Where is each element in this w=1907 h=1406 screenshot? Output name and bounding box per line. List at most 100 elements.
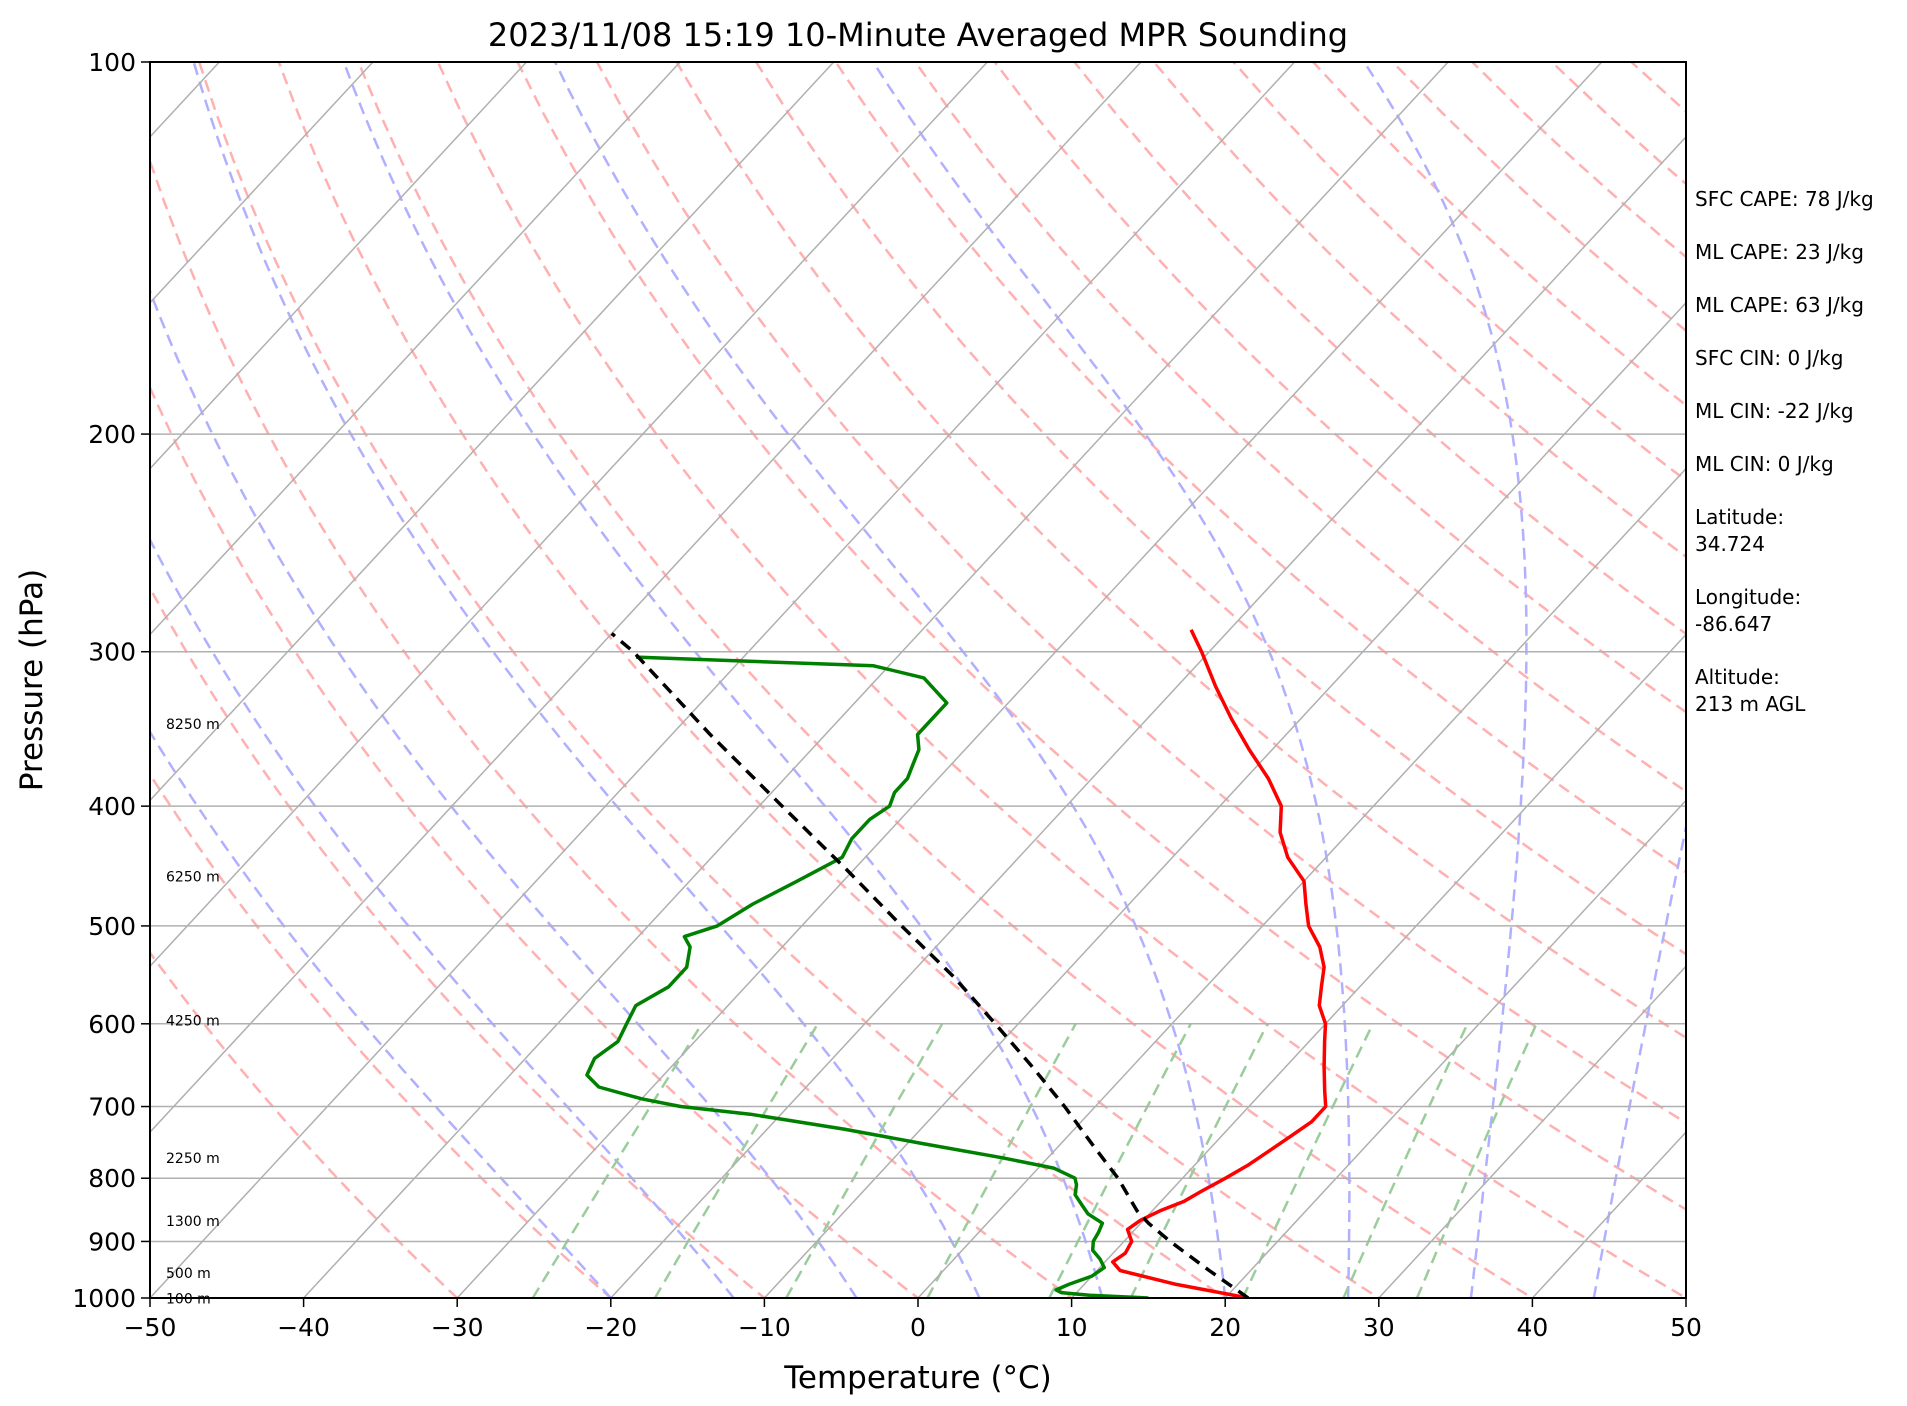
isotherm: [1071, 633, 1686, 1298]
x-tick-label: −40: [277, 1313, 330, 1342]
dry-adiabat: [150, 157, 1074, 1298]
ml-cin-2: ML CIN: 0 J/kg: [1695, 452, 1834, 476]
y-axis-ticks: 100 200 300 400 500 600 700 800 900 1000: [72, 48, 150, 1313]
x-tick-label: −30: [431, 1313, 484, 1342]
y-tick-label: 600: [88, 1010, 136, 1039]
mixing-ratio-line: [926, 1023, 1077, 1298]
reference-lines: [150, 62, 1686, 1298]
x-tick-label: −50: [124, 1313, 177, 1342]
moist-adiabat: [1592, 821, 1686, 1298]
sounding-lines: [585, 629, 1328, 1298]
isotherm: [610, 135, 1686, 1298]
ml-cin: ML CIN: -22 J/kg: [1695, 399, 1854, 423]
ml-cape-2: ML CAPE: 63 J/kg: [1695, 293, 1864, 317]
y-tick-label: 400: [88, 792, 136, 821]
dry-adiabat: [150, 585, 767, 1298]
y-tick-label: 500: [88, 912, 136, 941]
x-tick-label: −20: [584, 1313, 637, 1342]
height-label: 1300 m: [166, 1214, 220, 1230]
chart-title: 2023/11/08 15:19 10-Minute Averaged MPR …: [488, 16, 1348, 54]
isotherm: [1224, 799, 1686, 1298]
mixing-ratio-line: [1415, 1023, 1538, 1298]
isotherm: [150, 62, 1296, 1298]
moist-adiabat: [553, 62, 1227, 1298]
info-panel: SFC CAPE: 78 J/kg ML CAPE: 23 J/kg ML CA…: [1695, 186, 1900, 744]
sfc-cin: SFC CIN: 0 J/kg: [1695, 346, 1844, 370]
dry-adiabat: [150, 384, 921, 1298]
x-tick-label: 50: [1670, 1313, 1702, 1342]
isotherm: [150, 62, 681, 636]
longitude: Longitude: -86.647: [1695, 584, 1900, 638]
isotherm: [150, 62, 374, 304]
x-tick-label: −10: [738, 1313, 791, 1342]
x-tick-label: 20: [1209, 1313, 1241, 1342]
height-labels: 8250 m 6250 m 4250 m 2250 m 1300 m 500 m 100 m: [166, 717, 220, 1308]
dewpoint-line: [585, 655, 1149, 1298]
moist-adiabat: [150, 537, 735, 1298]
dry-adiabat: [675, 62, 1686, 1040]
y-tick-label: 100: [88, 48, 136, 77]
mixing-ratio-line: [1342, 1023, 1469, 1298]
dry-adiabat: [198, 62, 1228, 1298]
longitude-label: Longitude:: [1695, 585, 1802, 609]
moist-adiabat: [150, 729, 612, 1298]
mixing-ratio-line: [785, 1023, 944, 1298]
height-label: 100 m: [166, 1292, 211, 1308]
isotherm: [150, 62, 1142, 1134]
isotherm: [303, 62, 1449, 1298]
moist-adiabat: [192, 62, 981, 1298]
moist-adiabat: [150, 287, 858, 1298]
dry-adiabat: [914, 62, 1686, 794]
dry-adiabat: [150, 772, 613, 1298]
dry-adiabat: [993, 62, 1686, 714]
altitude-value: 213 m AGL: [1695, 692, 1806, 716]
mixing-ratio-line: [653, 1023, 819, 1298]
isotherm: [917, 467, 1686, 1298]
dry-adiabat: [755, 62, 1686, 956]
x-tick-label: 0: [910, 1313, 926, 1342]
dry-adiabat: [436, 62, 1686, 1298]
altitude: Altitude: 213 m AGL: [1695, 664, 1900, 718]
latitude-label: Latitude:: [1695, 505, 1785, 529]
dry-adiabat: [277, 62, 1382, 1298]
height-label: 4250 m: [166, 1014, 220, 1030]
dry-adiabat: [357, 62, 1535, 1298]
x-tick-label: 30: [1363, 1313, 1395, 1342]
dry-adiabat: [150, 950, 460, 1298]
latitude: Latitude: 34.724: [1695, 504, 1900, 558]
latitude-value: 34.724: [1695, 532, 1765, 556]
isotherm: [150, 62, 528, 470]
y-tick-label: 200: [88, 420, 136, 449]
x-tick-label: 40: [1516, 1313, 1548, 1342]
mixing-ratio-line: [531, 1023, 703, 1298]
dry-adiabat: [516, 62, 1686, 1211]
parcel-line: [610, 632, 1250, 1298]
longitude-value: -86.647: [1695, 612, 1773, 636]
isotherm: [150, 62, 988, 968]
y-tick-label: 700: [88, 1093, 136, 1122]
isotherm: [150, 62, 835, 802]
moist-adiabat: [1363, 62, 1528, 1298]
moist-adiabat: [342, 62, 1104, 1298]
ml-cape: ML CAPE: 23 J/kg: [1695, 240, 1864, 264]
altitude-label: Altitude:: [1695, 665, 1780, 689]
height-label: 2250 m: [166, 1151, 220, 1167]
x-tick-label: 10: [1056, 1313, 1088, 1342]
y-tick-label: 900: [88, 1227, 136, 1256]
x-axis-ticks: −50 −40 −30 −20 −10 0 10 20 30 40 50: [124, 1298, 1702, 1342]
plot-frame: [149, 61, 1687, 1299]
temperature-line: [1110, 629, 1328, 1298]
moist-adiabat: [872, 62, 1351, 1298]
height-label: 500 m: [166, 1266, 211, 1282]
height-label: 6250 m: [166, 869, 220, 885]
y-tick-label: 300: [88, 638, 136, 667]
isotherm: [456, 62, 1603, 1298]
y-tick-label: 800: [88, 1164, 136, 1193]
height-label: 8250 m: [166, 717, 220, 733]
x-axis-label: Temperature (°C): [783, 1360, 1052, 1396]
isotherm: [1378, 965, 1686, 1298]
isotherm: [763, 301, 1686, 1298]
y-tick-label: 1000: [72, 1284, 136, 1313]
sfc-cape: SFC CAPE: 78 J/kg: [1695, 187, 1874, 211]
